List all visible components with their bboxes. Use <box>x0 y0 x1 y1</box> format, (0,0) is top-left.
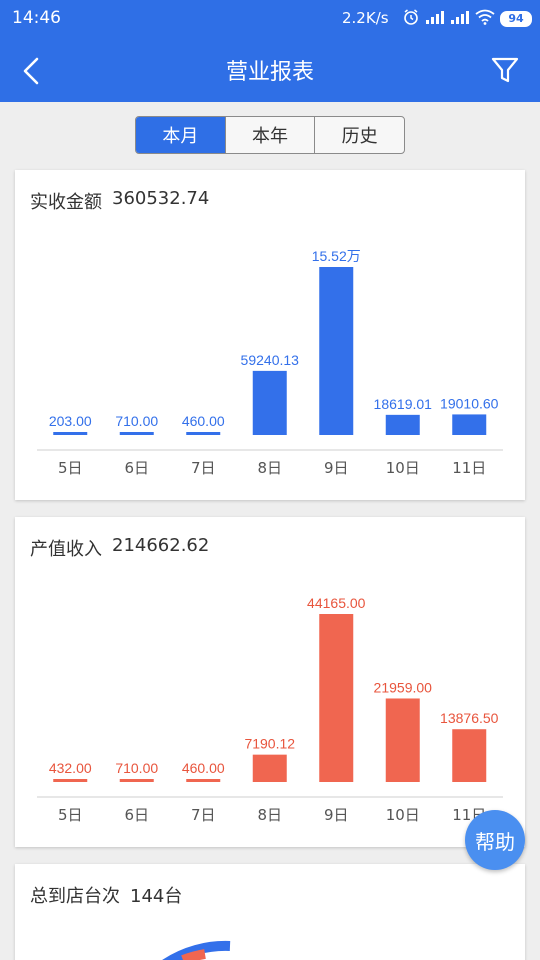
page-title: 营业报表 <box>225 60 314 85</box>
received-bar-chart: 203.00 5日 710.00 6日 460.00 7日 59240.13 8日 15.52万… <box>37 248 503 477</box>
x-tick-label: 8日 <box>257 459 282 477</box>
card-title: 实收金额 <box>30 192 102 213</box>
x-tick-label: 6日 <box>124 806 149 824</box>
x-tick-label: 8日 <box>257 806 282 824</box>
x-tick-label: 5日 <box>58 459 83 477</box>
x-tick-label: 10日 <box>386 806 420 824</box>
chart-bar <box>119 779 154 782</box>
chart-bar <box>186 432 221 435</box>
battery-icon: 94 <box>500 11 532 27</box>
bar-value-label: 710.00 <box>115 760 158 776</box>
card-title: 总到店台次 <box>30 886 120 907</box>
bar-value-label: 21959.00 <box>374 679 433 695</box>
card-total: 144台 <box>130 886 183 907</box>
bar-value-label: 203.00 <box>49 413 92 429</box>
tab-this-month[interactable]: 本月 <box>136 117 225 153</box>
x-tick-label: 11日 <box>452 459 486 477</box>
production-income-card: 产值收入 214662.62 432.00 5日 710.00 6日 460.00 7日 7… <box>15 517 525 847</box>
card-title: 产值收入 <box>30 539 102 560</box>
chart-bar <box>186 779 221 782</box>
store-visits-card: 总到店台次 144台 <box>15 864 525 960</box>
bar-value-label: 19010.60 <box>440 395 499 411</box>
bar-value-label: 460.00 <box>182 760 225 776</box>
chart-bar <box>452 414 487 435</box>
chart-bar <box>53 779 88 782</box>
received-amount-card: 实收金额 360532.74 203.00 5日 710.00 6日 460.00 7日 5… <box>15 170 525 500</box>
x-tick-label: 6日 <box>124 459 149 477</box>
card-total: 360532.74 <box>112 188 210 209</box>
back-button[interactable] <box>14 54 48 88</box>
chart-bar <box>385 414 420 435</box>
wifi-icon <box>475 9 495 29</box>
donut-arc <box>181 949 206 960</box>
chart-bar <box>319 267 354 435</box>
visits-donut-chart <box>162 940 231 960</box>
period-tabs: 本月 本年 历史 <box>135 116 405 154</box>
help-button[interactable]: 帮助 <box>465 810 525 870</box>
filter-button[interactable] <box>488 53 522 87</box>
filter-icon <box>491 57 519 83</box>
chart-bar <box>53 432 88 435</box>
tab-history[interactable]: 历史 <box>314 117 404 153</box>
bar-value-label: 13876.50 <box>440 710 499 726</box>
status-icons: 94 <box>402 8 532 30</box>
x-tick-label: 9日 <box>324 459 349 477</box>
card-header: 产值收入 214662.62 <box>30 535 209 561</box>
status-bar: 14:46 2.2K/s 94 <box>0 0 540 36</box>
bar-value-label: 460.00 <box>182 413 225 429</box>
bar-value-label: 59240.13 <box>241 352 300 368</box>
bar-value-label: 432.00 <box>49 760 92 776</box>
back-arrow-icon <box>23 57 39 85</box>
x-tick-label: 10日 <box>386 459 420 477</box>
chart-bar <box>319 614 354 782</box>
app-bar: 营业报表 <box>0 36 540 102</box>
tab-this-year[interactable]: 本年 <box>224 117 315 153</box>
x-tick-label: 9日 <box>324 806 349 824</box>
production-bar-chart: 432.00 5日 710.00 6日 460.00 7日 7190.12 8日 44165.0… <box>37 595 503 824</box>
bar-value-label: 44165.00 <box>307 595 366 611</box>
alarm-icon <box>402 8 420 30</box>
bar-value-label: 7190.12 <box>244 736 295 752</box>
card-total: 214662.62 <box>112 535 210 556</box>
status-time: 14:46 <box>12 8 61 28</box>
signal-icon <box>450 9 470 29</box>
bar-value-label: 15.52万 <box>312 248 361 264</box>
network-speed: 2.2K/s <box>342 9 389 27</box>
signal-icon <box>425 9 445 29</box>
x-tick-label: 7日 <box>191 459 216 477</box>
bar-value-label: 18619.01 <box>374 396 433 412</box>
x-tick-label: 7日 <box>191 806 216 824</box>
card-header: 实收金额 360532.74 <box>30 188 209 214</box>
chart-bar <box>385 698 420 782</box>
donut-arc <box>162 940 231 960</box>
bar-value-label: 710.00 <box>115 413 158 429</box>
chart-bar <box>452 729 487 782</box>
chart-bar <box>252 754 287 782</box>
x-tick-label: 5日 <box>58 806 83 824</box>
chart-bar <box>119 432 154 435</box>
chart-bar <box>252 370 287 435</box>
card-header: 总到店台次 144台 <box>30 882 182 908</box>
